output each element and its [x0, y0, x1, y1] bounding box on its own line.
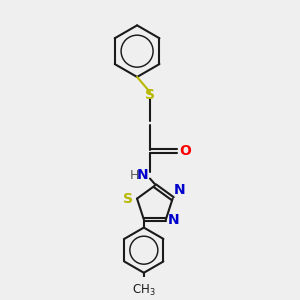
Text: S: S	[145, 88, 155, 102]
Text: N: N	[174, 183, 186, 197]
Text: CH$_3$: CH$_3$	[132, 283, 156, 298]
Text: S: S	[123, 192, 133, 206]
Text: H: H	[130, 169, 139, 182]
Text: N: N	[168, 212, 180, 226]
Text: N: N	[137, 168, 149, 182]
Text: O: O	[180, 144, 192, 158]
